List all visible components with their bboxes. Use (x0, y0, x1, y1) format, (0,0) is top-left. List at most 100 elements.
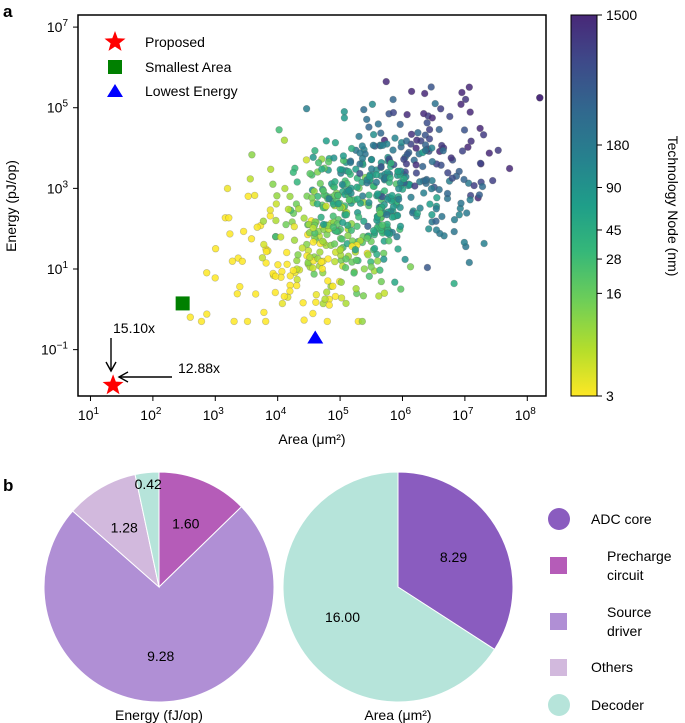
scatter-point (340, 114, 349, 122)
scatter-point (298, 244, 306, 252)
scatter-point (428, 157, 436, 166)
scatter-point (331, 178, 339, 186)
scatter-point (300, 214, 308, 222)
colorbar-tick-label: 180 (606, 137, 630, 153)
scatter-point (397, 285, 405, 293)
pie-legend-label: ADC core (591, 511, 652, 527)
scatter-point (230, 317, 238, 326)
colorbar-ticks: 1500 180 90 45 28 16 3 (597, 7, 637, 404)
annotation-15x: 15.10x (113, 320, 155, 336)
scatter-point (316, 248, 324, 256)
scatter-point (369, 141, 377, 150)
scatter-point (435, 125, 443, 134)
scatter-point (272, 200, 280, 208)
scatter-point (311, 147, 319, 155)
scatter-point (251, 191, 259, 200)
scatter-point (228, 257, 237, 265)
colorbar-tick-label: 16 (606, 285, 622, 301)
scatter-point (412, 161, 420, 169)
x-tick-label: 106 (390, 406, 412, 423)
scatter-point (347, 144, 356, 153)
scatter-point (223, 184, 232, 193)
scatter-point (342, 299, 350, 308)
scatter-point (457, 199, 465, 208)
scatter-point (360, 217, 368, 226)
scatter-point (388, 191, 396, 200)
scatter-point (295, 205, 303, 213)
scatter-point (444, 169, 452, 177)
scatter-point (450, 216, 459, 224)
scatter-point (353, 183, 361, 191)
pie-legend-swatch-icon (550, 557, 567, 574)
scatter-point (283, 248, 291, 257)
scatter-point (432, 217, 440, 225)
x-tick-label: 105 (328, 406, 350, 423)
scatter-point (317, 213, 325, 222)
scatter-point (494, 146, 502, 155)
scatter-point (331, 139, 340, 147)
scatter-point (294, 251, 302, 259)
y-tick-label: 10−1 (41, 341, 68, 358)
scatter-point (460, 238, 468, 247)
scatter-point (363, 234, 371, 242)
scatter-point (364, 251, 372, 259)
scatter-point (260, 240, 268, 249)
scatter-point (318, 265, 326, 273)
scatter-point (478, 182, 487, 191)
scatter-point (309, 224, 317, 232)
scatter-plot: 101 102 103 104 105 106 107 108 10−110110310510… (3, 14, 547, 447)
pie-legend-label: Others (591, 659, 633, 675)
annotation-horizontal: 12.88x (117, 360, 220, 383)
scatter-point (431, 99, 439, 108)
scatter-point (290, 222, 298, 231)
scatter-point (369, 227, 378, 235)
scatter-point (274, 261, 282, 269)
scatter-point (367, 165, 376, 173)
scatter-point (284, 205, 293, 214)
scatter-point (367, 155, 376, 164)
scatter-point (309, 238, 317, 246)
scatter-point (275, 126, 283, 134)
scatter-point (402, 160, 411, 168)
scatter-point (394, 245, 402, 253)
scatter-point (391, 278, 399, 286)
pie-legend-swatch-icon (550, 613, 567, 630)
scatter-point (380, 255, 388, 263)
scatter-point (379, 141, 387, 150)
scatter-point (321, 295, 329, 303)
scatter-point (463, 209, 471, 217)
scatter-point (370, 244, 379, 253)
scatter-point (412, 169, 421, 177)
scatter-point (324, 277, 332, 285)
scatter-point (419, 162, 427, 171)
pie-slice-label: 9.28 (147, 648, 174, 664)
x-tick-label: 104 (265, 406, 287, 423)
scatter-point (420, 189, 428, 197)
panel-label-a: a (3, 2, 13, 21)
pie-legend-label: Source driver (607, 604, 652, 639)
scatter-point (203, 310, 211, 318)
scatter-point (464, 143, 472, 151)
scatter-point (457, 100, 465, 109)
scatter-point (280, 136, 289, 144)
scatter-point (225, 214, 233, 222)
y-axis-ticks: 10−1 101 103 105 107 (41, 18, 78, 358)
scatter-point (432, 226, 441, 234)
scatter-point (293, 275, 301, 284)
pie-legend-label: Decoder (591, 697, 644, 713)
scatter-point (411, 182, 419, 190)
scatter-point (356, 169, 364, 178)
scatter-point (450, 227, 458, 236)
scatter-point (282, 220, 290, 229)
scatter-point (480, 239, 488, 248)
scatter-point (396, 120, 404, 129)
scatter-point (375, 292, 383, 300)
annotation-12x: 12.88x (178, 360, 220, 376)
scatter-point (485, 149, 493, 157)
scatter-point (412, 144, 420, 152)
scatter-point (365, 198, 373, 207)
scatter-point (342, 255, 350, 263)
scatter-point (253, 223, 261, 231)
scatter-point (460, 126, 469, 134)
scatter-point (258, 254, 267, 262)
